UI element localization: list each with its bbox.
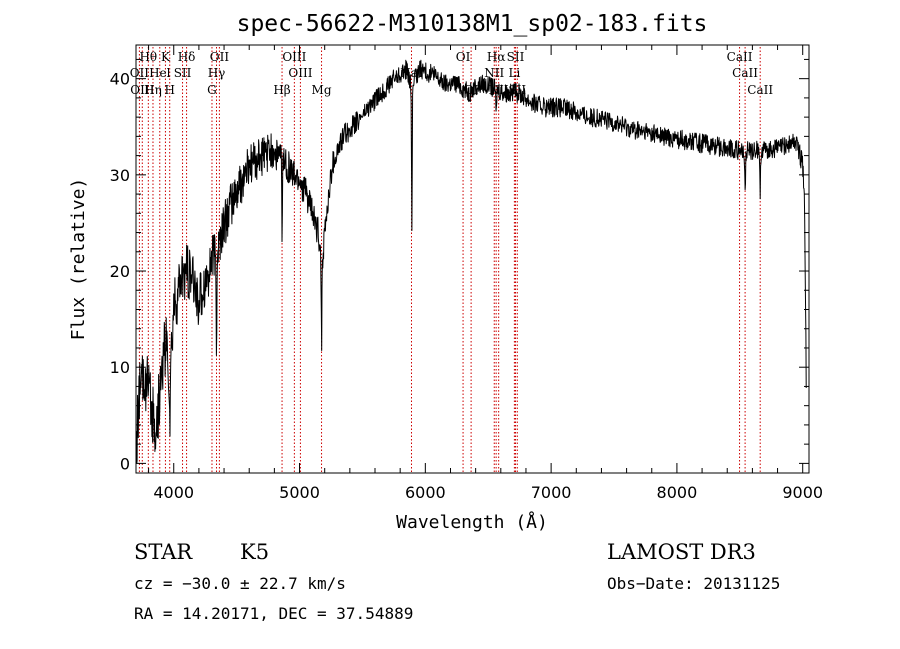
x-tick-label: 7000 <box>531 483 572 502</box>
survey-name: LAMOST DR3 <box>607 540 756 564</box>
x-axis-label: Wavelength (Å) <box>396 511 548 533</box>
line-label: SII <box>507 50 525 64</box>
y-axis-label: Flux (relative) <box>68 178 89 341</box>
line-label: K <box>161 50 171 64</box>
object-class: STAR <box>134 540 193 564</box>
line-label: OIII <box>282 50 306 64</box>
x-tick-label: 8000 <box>657 483 698 502</box>
line-label: Li <box>508 66 520 80</box>
y-tick-label: 30 <box>110 166 130 185</box>
redshift-velocity: cz = −30.0 ± 22.7 km/s <box>134 574 346 593</box>
coordinates: RA = 14.20171, DEC = 37.54889 <box>134 604 413 623</box>
y-tick-label: 20 <box>110 262 130 281</box>
line-label: Hel <box>149 66 171 80</box>
line-label: OIII <box>288 66 312 80</box>
line-label: Hγ <box>208 66 226 80</box>
object-subclass: K5 <box>240 540 269 564</box>
line-label: Mg <box>312 83 332 97</box>
line-label: NII <box>484 66 504 80</box>
y-tick-label: 40 <box>110 70 130 89</box>
line-label: Hδ <box>178 50 196 64</box>
line-label: CaII <box>727 50 753 64</box>
line-label: G <box>207 83 217 97</box>
line-label: OII <box>130 66 150 80</box>
x-tick-label: 9000 <box>782 483 823 502</box>
y-tick-label: 10 <box>110 358 130 377</box>
line-label: OII <box>210 50 230 64</box>
line-label: OI <box>456 50 471 64</box>
chart-title: spec-56622-M310138M1_sp02-183.fits <box>237 11 708 37</box>
spectrum-line <box>135 59 807 464</box>
observation-date: Obs−Date: 20131125 <box>607 574 780 593</box>
line-label: Hα <box>487 50 506 64</box>
plot-frame <box>135 44 810 474</box>
line-label: CaII <box>747 83 773 97</box>
line-label: Hθ <box>139 50 157 64</box>
x-axis-ticks: 4000 5000 6000 7000 8000 9000 <box>148 45 823 502</box>
line-label: Hβ <box>273 83 290 97</box>
line-label: Hη <box>144 83 162 97</box>
y-tick-label: 0 <box>120 454 130 473</box>
line-label: H <box>164 83 174 97</box>
line-label: CaII <box>732 66 758 80</box>
x-tick-label: 4000 <box>153 483 194 502</box>
y-axis-ticks: 0 10 20 30 40 <box>110 58 809 473</box>
x-tick-label: 6000 <box>405 483 446 502</box>
line-label: SII <box>174 66 192 80</box>
emission-line-markers <box>138 47 761 473</box>
x-tick-label: 5000 <box>279 483 320 502</box>
